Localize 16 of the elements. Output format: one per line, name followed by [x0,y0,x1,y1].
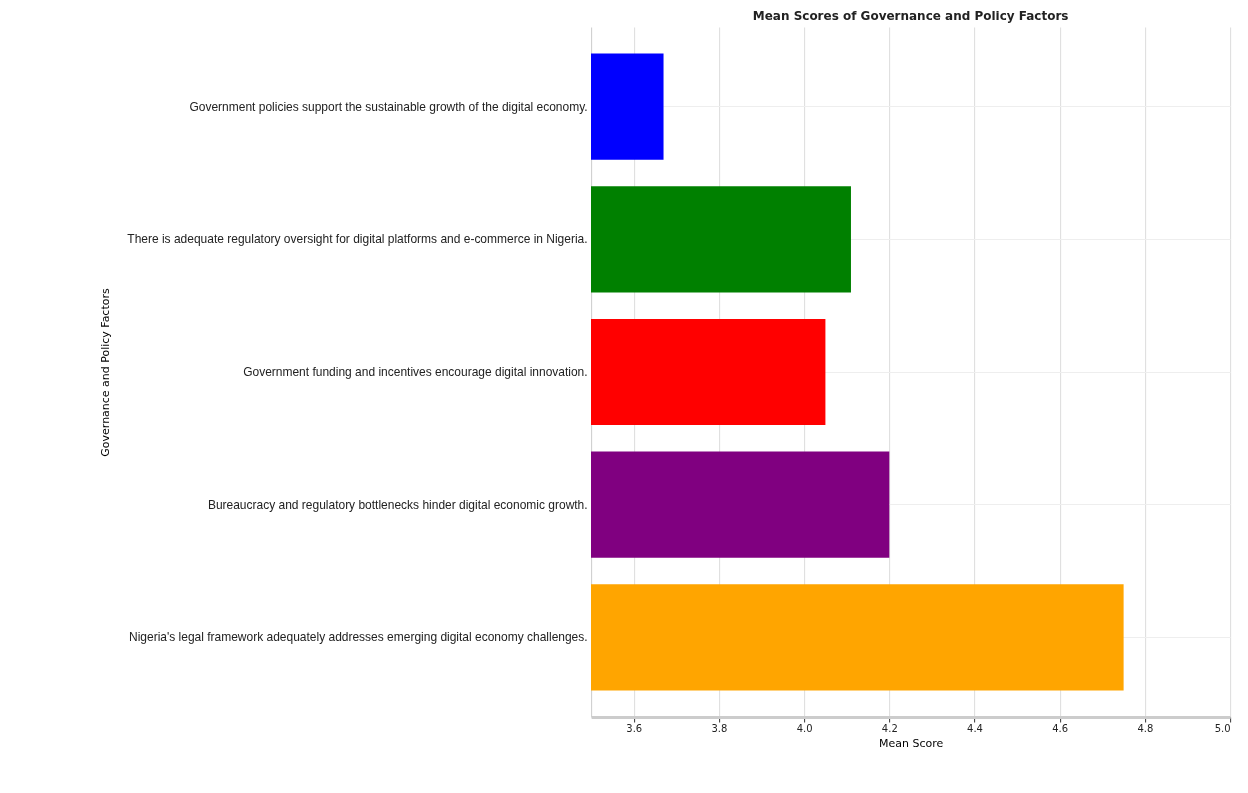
y-tick-label: Government policies support the sustainable growth of the digital economy. [189,99,588,114]
x-tick-label: 4.2 [881,723,898,735]
chart-title: Mean Scores of Governance and Policy Factors [752,9,1069,23]
x-tick-label: 4.8 [1137,723,1154,735]
x-tick-label: 4.6 [1052,723,1069,735]
y-axis-title: Governance and Policy Factors [98,288,112,457]
y-tick-label: Nigeria's legal framework adequately addresses emerging digital economy challenges. [129,630,588,645]
y-tick-label: Government funding and incentives encourage digital innovation. [243,365,588,379]
x-tick-label: 5.0 [1214,723,1231,735]
x-tick-label: 4.0 [796,723,813,735]
x-tick-label: 4.4 [967,723,983,735]
y-tick-label: There is adequate regulatory oversight for digital platforms and e-commerce in Nigeria. [127,232,588,247]
x-axis-title: Mean Score [879,737,944,751]
x-tick-label: 3.6 [626,723,643,735]
y-tick-label: Bureaucracy and regulatory bottlenecks hinder digital economic growth. [207,497,588,512]
x-tick-label: 3.8 [711,723,728,735]
